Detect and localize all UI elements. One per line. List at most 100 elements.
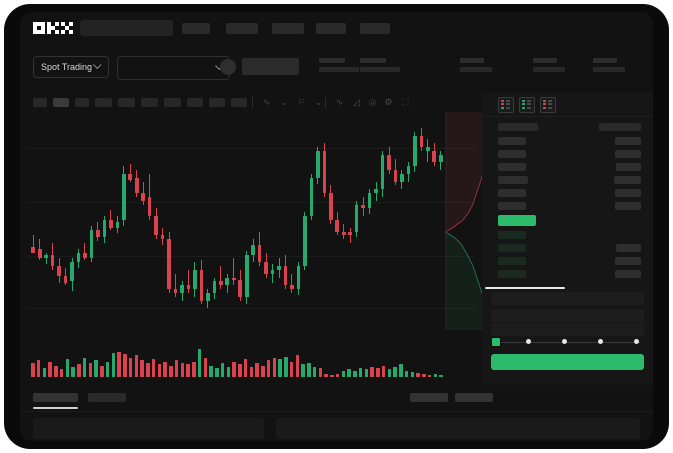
candle — [387, 112, 391, 330]
orderbook-row-price[interactable] — [498, 189, 526, 197]
volume-bar — [203, 357, 208, 377]
volume-bar — [134, 355, 139, 377]
nav-item-5[interactable] — [360, 23, 390, 34]
orderbook-row-amount[interactable] — [616, 163, 641, 171]
orderbook-view-asks-icon[interactable] — [540, 97, 556, 113]
volume-bar — [71, 366, 75, 377]
volume-bar — [111, 352, 116, 377]
timeframe-chip-9[interactable] — [209, 98, 225, 107]
candle-body — [322, 150, 327, 194]
timeframe-chip-8[interactable] — [187, 98, 203, 107]
nav-item-3[interactable] — [272, 23, 304, 34]
nav-item-2[interactable] — [226, 23, 258, 34]
camera-icon[interactable]: ◎ — [368, 97, 377, 107]
candle-body — [83, 252, 87, 259]
candle — [147, 112, 152, 330]
spot-trading-dropdown[interactable]: Spot Trading — [33, 56, 109, 78]
volume-bar — [353, 370, 357, 377]
volume-bar — [82, 357, 87, 377]
slider-step-4[interactable] — [634, 339, 639, 344]
orderbook-row-amount[interactable] — [616, 244, 641, 252]
compare-icon[interactable]: ⌄ — [279, 97, 288, 107]
volume-bar — [54, 365, 58, 377]
bottom-panel-right[interactable] — [276, 418, 640, 439]
candle-body — [374, 189, 378, 194]
timeframe-chip-1[interactable] — [33, 98, 47, 107]
candle-body — [361, 204, 365, 209]
trading-pair-select[interactable] — [117, 56, 230, 80]
candle-body — [238, 279, 243, 297]
submit-order-button[interactable] — [491, 354, 644, 370]
orderbook-row-price[interactable] — [498, 231, 526, 239]
timeframe-chip-7[interactable] — [164, 98, 181, 107]
bottom-action-2[interactable] — [455, 393, 493, 402]
volume-bar — [197, 349, 202, 377]
orderbook-row-amount[interactable] — [614, 176, 641, 184]
indicators-icon[interactable]: ∿ — [262, 97, 271, 107]
candle-body — [199, 269, 204, 301]
bottom-action-1[interactable] — [410, 393, 448, 402]
order-type-field[interactable] — [491, 292, 644, 305]
layout-icon[interactable]: ⌄ — [314, 97, 323, 107]
candle — [186, 112, 191, 330]
slider-step-1[interactable] — [526, 339, 531, 344]
candle-wick — [45, 252, 47, 265]
volume-bar — [169, 365, 173, 377]
timeframe-chip-5[interactable] — [118, 98, 135, 107]
candlestick-chart[interactable] — [20, 112, 482, 330]
orderbook-row-price[interactable] — [498, 257, 526, 265]
candle-body — [296, 266, 301, 290]
candle — [393, 112, 398, 330]
bottom-panel-left[interactable] — [33, 418, 264, 439]
price-field[interactable] — [491, 309, 644, 322]
orderbook-current-price[interactable] — [498, 215, 536, 226]
settings-icon[interactable]: ⚙ — [384, 97, 393, 107]
volume-bar — [289, 361, 294, 377]
orderbook-row-amount[interactable] — [615, 137, 641, 145]
candle — [328, 112, 333, 330]
ruler-icon[interactable]: ◿ — [353, 97, 360, 107]
timeframe-chip-2[interactable] — [53, 98, 69, 107]
orderbook-row-price[interactable] — [498, 150, 526, 158]
orderbook-row-amount[interactable] — [615, 202, 641, 210]
volume-bar — [439, 375, 443, 377]
timeframe-chip-10[interactable] — [231, 98, 247, 107]
candle-body — [37, 248, 42, 259]
orderbook-row-price[interactable] — [498, 137, 526, 145]
fullscreen-icon[interactable]: ⛶ — [402, 97, 409, 107]
stat-volume — [593, 58, 625, 72]
nav-item-1[interactable] — [182, 23, 210, 34]
alert-icon[interactable]: ⚐ — [297, 97, 306, 107]
orderbook-view-both-icon[interactable] — [498, 97, 514, 113]
candle-body — [147, 196, 152, 217]
slider-step-2[interactable] — [562, 339, 567, 344]
okx-logo[interactable] — [33, 22, 73, 35]
orderbook-row-amount[interactable] — [615, 257, 641, 265]
orderbook-row-amount[interactable] — [615, 270, 641, 278]
search-input[interactable] — [80, 20, 173, 36]
drawing-tools-icon[interactable]: ∿ — [335, 97, 344, 107]
orderbook-row-price[interactable] — [498, 163, 526, 171]
volume-bar — [123, 354, 127, 377]
candle — [134, 112, 139, 330]
orderbook-row-price[interactable] — [498, 202, 526, 210]
orderbook-row-amount[interactable] — [615, 150, 641, 158]
timeframe-chip-6[interactable] — [141, 98, 158, 107]
bottom-tab-2[interactable] — [88, 393, 126, 402]
amount-slider[interactable] — [491, 337, 644, 347]
nav-item-4[interactable] — [316, 23, 346, 34]
timeframe-chip-4[interactable] — [95, 98, 112, 107]
orderbook-row-price[interactable] — [498, 244, 526, 252]
volume-bar — [387, 369, 392, 377]
orderbook-view-bids-icon[interactable] — [519, 97, 535, 113]
orderbook-row-price[interactable] — [498, 270, 526, 278]
amount-field[interactable] — [491, 323, 644, 336]
slider-step-3[interactable] — [598, 339, 603, 344]
orderbook-row-amount[interactable] — [615, 189, 641, 197]
orderbook-row-price[interactable] — [498, 176, 528, 184]
slider-handle[interactable] — [491, 337, 501, 347]
bottom-tab-1[interactable] — [33, 393, 78, 402]
candle-body — [134, 177, 139, 194]
volume-bar — [232, 361, 236, 377]
timeframe-chip-3[interactable] — [75, 98, 89, 107]
